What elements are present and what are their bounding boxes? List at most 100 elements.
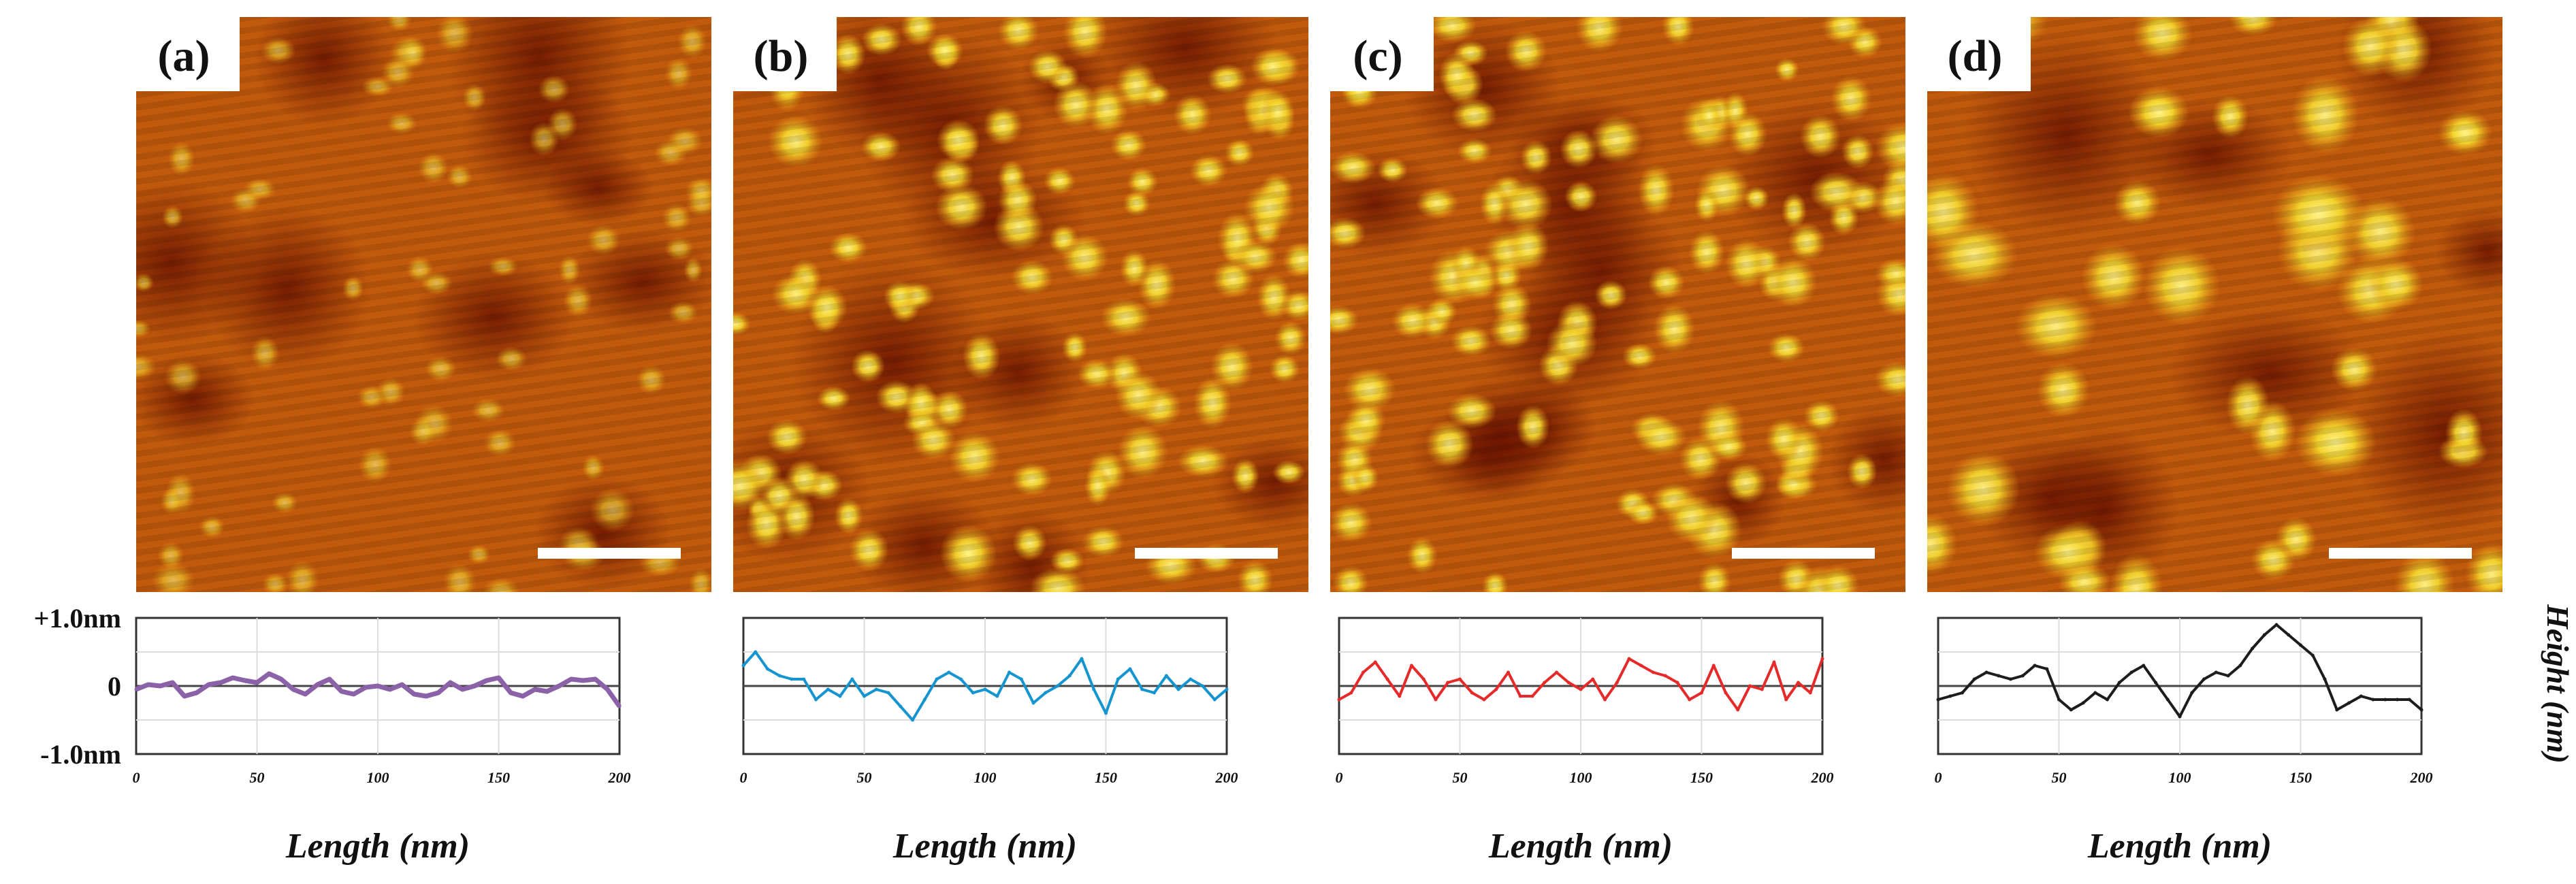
data-point [1748,684,1752,688]
x-tick-label: 150 [2289,769,2312,786]
scale-bar [2329,548,2472,559]
data-point [971,691,975,695]
data-point [1772,660,1776,664]
data-point [1116,677,1120,681]
data-point [1972,677,1976,681]
y-axis-label: Height (nm) [2541,604,2575,764]
data-point [1639,664,1643,668]
data-point [315,683,319,687]
panel-label: (d) [1948,31,2003,81]
afm-scan-lines [733,17,1308,592]
data-point [1056,684,1059,688]
data-point [1530,694,1534,698]
x-axis-label: Length (nm) [2087,827,2272,866]
data-point [1482,698,1486,702]
x-tick-label: 150 [1690,769,1713,786]
data-point [231,676,235,680]
data-point [790,677,794,681]
data-point [2069,708,2073,712]
data-point [802,677,806,681]
data-point [521,694,525,698]
x-tick-label: 150 [487,769,510,786]
x-axis-label: Length (nm) [892,827,1077,866]
data-point [388,687,392,691]
data-point [1019,677,1023,681]
data-point [1675,681,1679,685]
data-point [2117,681,2121,685]
data-point [741,664,745,668]
data-point [2347,701,2351,705]
data-point [886,691,890,695]
data-point [2154,681,2157,685]
data-point [279,677,283,681]
data-point [497,676,500,680]
data-point [1808,691,1812,695]
data-point [2129,670,2134,674]
data-point [899,704,903,708]
data-point [947,670,951,674]
data-point [569,677,573,681]
afm-topography-d [1920,15,2502,592]
afm-topography-a [129,15,711,592]
data-point [170,681,174,685]
data-point [2081,701,2085,705]
data-point [1615,681,1619,685]
data-point [935,677,939,681]
x-tick-label: 0 [1336,769,1343,786]
data-point [995,694,999,698]
data-point [2057,698,2061,702]
data-point [412,692,416,696]
data-point [594,677,597,681]
data-point [581,678,585,683]
data-point [2214,670,2218,674]
data-point [2407,698,2411,702]
data-point [2178,715,2182,719]
data-point [2335,708,2339,712]
x-tick-label: 0 [133,769,140,786]
data-point [617,704,622,708]
data-point [2020,674,2025,678]
data-point [449,681,452,685]
data-point [1663,674,1667,678]
data-point [1591,677,1595,681]
data-point [400,683,404,687]
data-point [1446,681,1450,685]
data-point [2009,677,2012,681]
data-point [911,718,914,722]
scale-bar [538,548,681,559]
afm-scan-lines [1927,17,2502,592]
data-point [424,694,428,698]
data-point [2262,633,2266,637]
data-point [2093,691,2097,695]
data-point [1984,670,1989,674]
data-point [1936,698,1940,702]
data-point [754,650,758,654]
data-point [1349,691,1353,695]
height-profile-chart-3: 0 50 100 150 200 Length (nm) [1935,617,2433,866]
data-point [376,684,380,688]
height-profile-chart-1: 0 50 100 150 200 Length (nm) [740,617,1238,866]
data-point [1398,694,1402,698]
data-point [1736,708,1740,712]
data-point [1410,664,1413,668]
x-tick-label: 50 [857,769,872,786]
data-point [509,691,513,695]
data-point [159,684,162,688]
data-point [255,681,259,685]
data-point [1961,691,1964,695]
data-point [983,687,987,691]
data-point [1140,687,1144,691]
data-point [485,678,489,683]
data-point [1212,698,1217,702]
data-point [1603,698,1607,702]
data-point [146,683,150,687]
data-point [2033,664,2037,668]
x-tick-label: 200 [2410,769,2433,786]
data-point [243,678,247,683]
data-point [2106,698,2109,702]
data-point [605,687,609,691]
data-point [1627,657,1631,661]
data-point [2142,664,2146,668]
data-point [1458,677,1462,681]
panel-label: (b) [754,31,809,81]
